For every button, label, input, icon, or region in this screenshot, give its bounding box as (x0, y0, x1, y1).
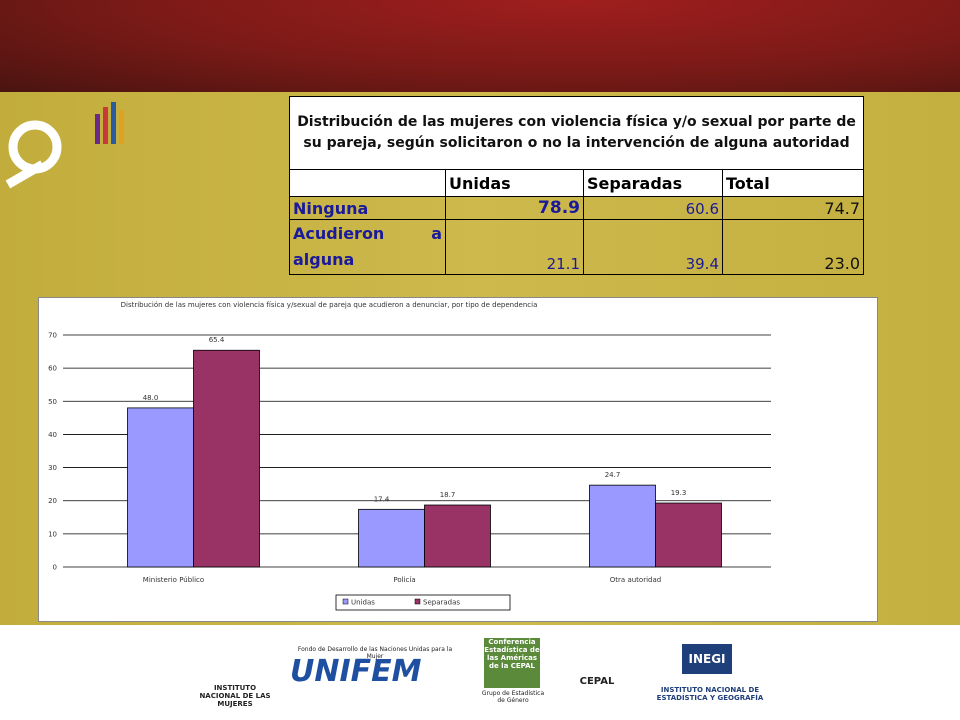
chart-title: Distribución de las mujeres con violenci… (120, 301, 538, 309)
y-tick-label: 20 (48, 497, 57, 505)
cell: 60.6 (583, 196, 723, 220)
chart: 0 10 20 30 40 50 60 70 Ministerio Público 48.0 65.… (48, 332, 771, 611)
table-title: Distribución de las mujeres con violenci… (288, 96, 865, 170)
y-tick-label: 0 (53, 564, 57, 572)
cell: 21.1 (445, 219, 584, 275)
row-label: Ninguna (289, 196, 446, 220)
bar (655, 502, 722, 568)
cell: 74.7 (721, 196, 865, 220)
logo-text: Grupo de Estadística de Género (481, 690, 545, 704)
value-label: 19.3 (671, 489, 687, 497)
value-label: 48.0 (143, 394, 159, 402)
bar (127, 407, 194, 568)
bar (193, 349, 260, 568)
value-label: 18.7 (440, 491, 456, 499)
value-label: 17.4 (374, 495, 390, 503)
legend-swatch (342, 598, 349, 605)
legend-swatch (414, 598, 421, 605)
y-tick-label: 40 (48, 431, 57, 439)
x-tick-label: Policía (393, 576, 415, 584)
cell: 78.9 (445, 196, 584, 220)
bar (358, 508, 425, 568)
bar (424, 504, 491, 568)
header-band (0, 0, 960, 92)
data-table: Distribución de las mujeres con violenci… (288, 96, 865, 275)
y-tick-label: 70 (48, 332, 57, 340)
legend-label: Unidas (351, 599, 375, 607)
y-tick-label: 30 (48, 464, 57, 472)
bar (589, 484, 656, 568)
legend-box (335, 594, 511, 611)
value-label: 65.4 (209, 336, 225, 344)
y-tick-label: 60 (48, 365, 57, 373)
row-label: Acudieron a alguna (289, 219, 446, 275)
cell: 39.4 (583, 219, 723, 275)
logo-text: Fondo de Desarrollo de las Naciones Unid… (297, 646, 453, 660)
logo-text: INSTITUTO NACIONAL DE LAS MUJERES (199, 684, 271, 708)
chart-box: Distribución de las mujeres con violenci… (38, 297, 878, 622)
value-label: 24.7 (605, 471, 621, 479)
x-tick-label: Otra autoridad (610, 576, 661, 584)
cell: 23.0 (721, 219, 865, 275)
logo-text: INEGI (682, 644, 732, 674)
logo-text: UNIFEM (290, 654, 422, 689)
col-header: Unidas (445, 169, 584, 197)
legend-label: Separadas (423, 599, 460, 607)
y-tick-label: 50 (48, 398, 57, 406)
logo-strip: INSTITUTO NACIONAL DE LAS MUJERES Fondo … (0, 632, 960, 720)
col-header: Total (721, 169, 865, 197)
decor-logo (5, 102, 124, 189)
x-tick-label: Ministerio Público (143, 576, 204, 584)
logo-text: Conferencia Estadística de las Américas … (484, 638, 540, 688)
logo-text: CEPAL (579, 676, 615, 687)
logo-text: INSTITUTO NACIONAL DE ESTADÍSTICA Y GEOG… (656, 686, 764, 702)
col-header: Separadas (583, 169, 723, 197)
y-tick-label: 10 (48, 530, 57, 538)
